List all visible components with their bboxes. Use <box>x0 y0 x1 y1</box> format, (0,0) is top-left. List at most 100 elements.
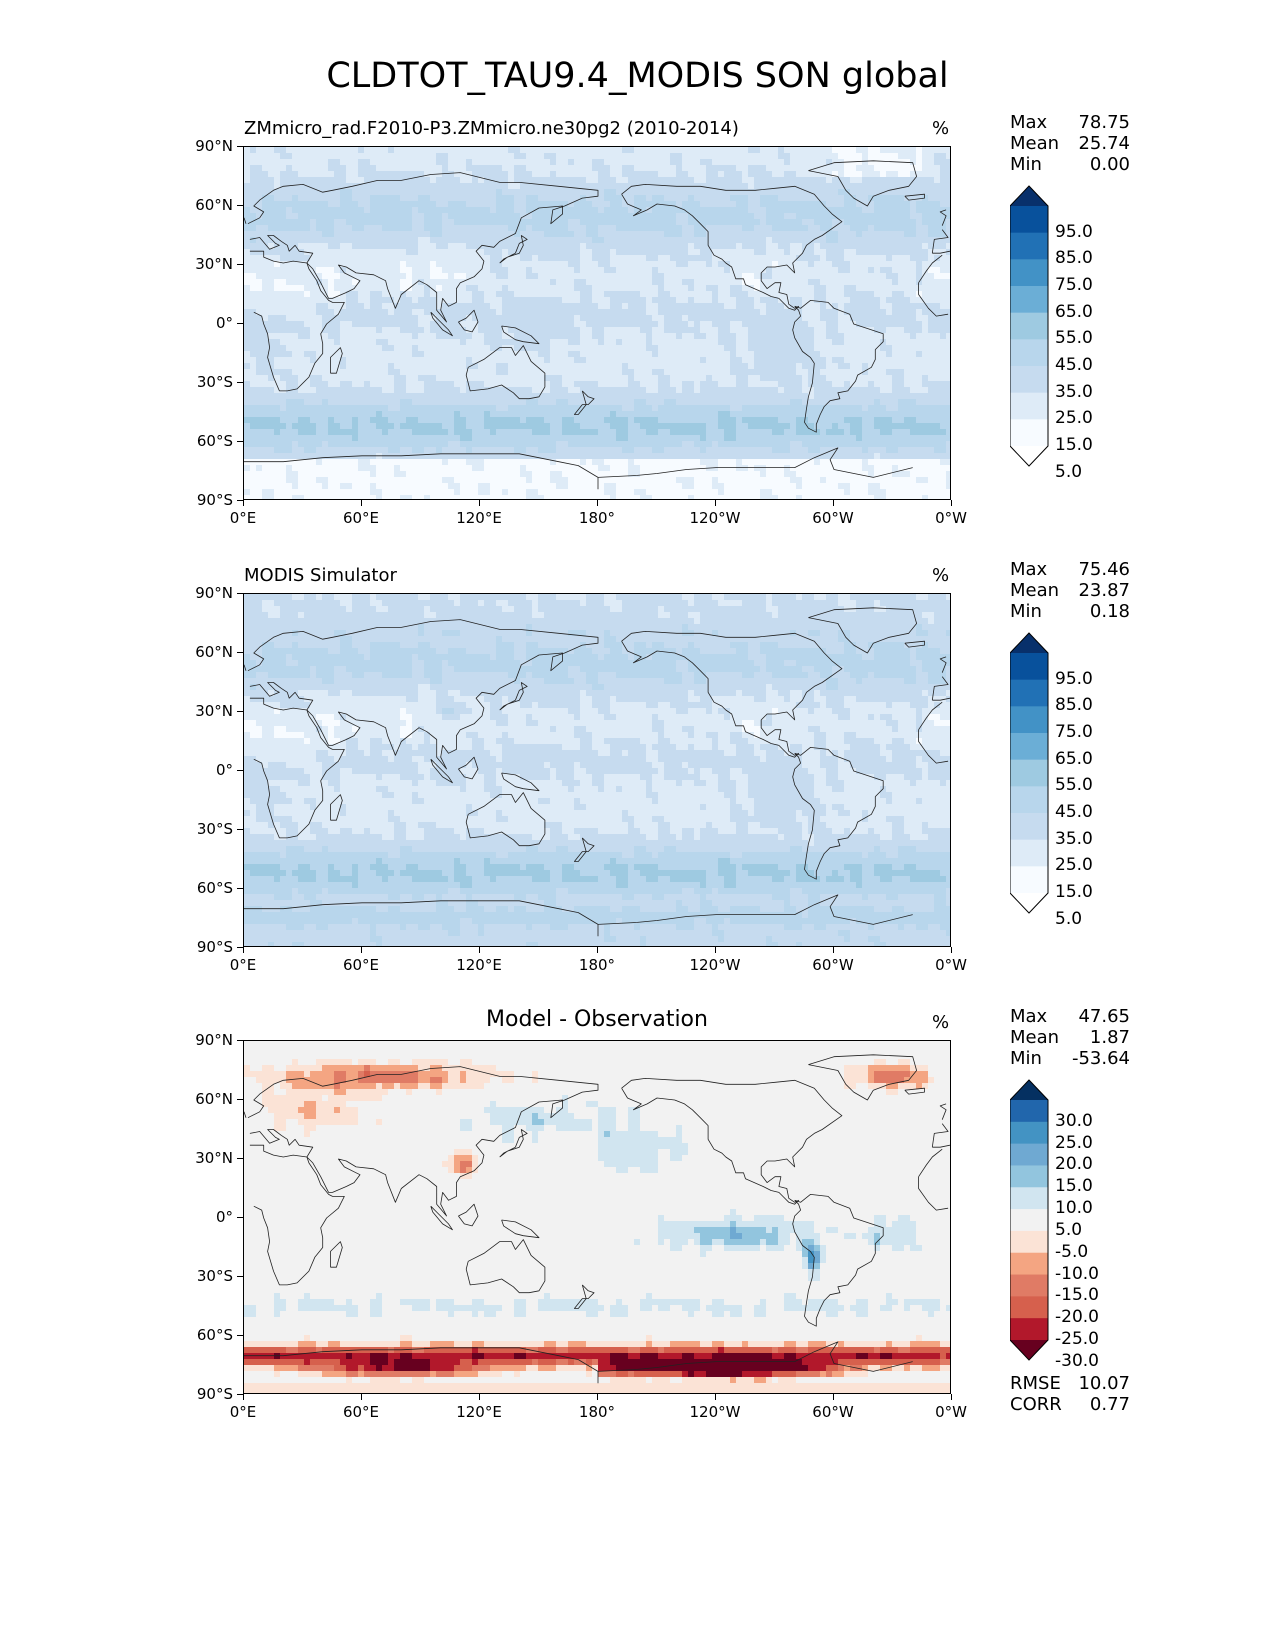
field-cell <box>370 153 377 160</box>
field-cell <box>346 333 353 340</box>
field-cell <box>322 213 329 220</box>
field-cell <box>712 249 719 256</box>
field-cell <box>706 177 713 184</box>
field-cell <box>820 243 827 250</box>
field-cell <box>448 303 455 310</box>
field-cell <box>670 177 677 184</box>
field-cell <box>430 231 437 238</box>
field-cell <box>688 291 695 298</box>
field-cell <box>556 249 563 256</box>
field-cell <box>538 315 545 322</box>
field-cell <box>532 177 539 184</box>
field-cell <box>772 351 779 358</box>
field-cell <box>388 249 395 256</box>
field-cell <box>736 309 743 316</box>
field-cell <box>322 279 329 286</box>
field-cell <box>808 333 815 340</box>
field-cell <box>694 369 701 376</box>
field-cell <box>814 285 821 292</box>
field-cell <box>466 225 473 232</box>
field-cell <box>760 225 767 232</box>
field-cell <box>748 309 755 316</box>
field-cell <box>820 207 827 214</box>
field-cell <box>454 207 461 214</box>
field-cell <box>754 321 761 328</box>
field-cell <box>826 237 833 244</box>
field-cell <box>304 309 311 316</box>
field-cell <box>244 273 251 280</box>
field-cell <box>376 321 383 328</box>
field-cell <box>592 237 599 244</box>
field-cell <box>244 345 251 352</box>
field-cell <box>934 207 941 214</box>
field-cell <box>712 279 719 286</box>
field-cell <box>700 165 707 172</box>
field-cell <box>340 261 347 268</box>
field-cell <box>868 321 875 328</box>
field-cell <box>358 195 365 202</box>
field-cell <box>748 315 755 322</box>
field-cell <box>514 279 521 286</box>
field-cell <box>910 327 917 334</box>
field-cell <box>250 381 257 388</box>
field-cell <box>448 219 455 226</box>
field-cell <box>286 345 293 352</box>
field-cell <box>838 237 845 244</box>
field-cell <box>244 303 251 310</box>
field-cell <box>538 213 545 220</box>
field-cell <box>886 333 893 340</box>
field-cell <box>400 291 407 298</box>
field-cell <box>316 159 323 166</box>
field-cell <box>442 279 449 286</box>
field-cell <box>820 321 827 328</box>
field-cell <box>304 279 311 286</box>
field-cell <box>898 333 905 340</box>
field-cell <box>418 225 425 232</box>
field-cell <box>514 147 521 154</box>
field-cell <box>358 375 365 382</box>
field-cell <box>598 213 605 220</box>
field-cell <box>730 309 737 316</box>
field-cell <box>430 213 437 220</box>
field-cell <box>898 255 905 262</box>
field-cell <box>760 333 767 340</box>
field-cell <box>892 333 899 340</box>
field-cell <box>550 171 557 178</box>
field-cell <box>712 273 719 280</box>
field-cell <box>568 261 575 268</box>
field-cell <box>346 219 353 226</box>
field-cell <box>880 249 887 256</box>
field-cell <box>730 261 737 268</box>
field-cell <box>538 363 545 370</box>
field-cell <box>766 375 773 382</box>
field-cell <box>748 381 755 388</box>
field-cell <box>268 309 275 316</box>
field-cell <box>688 363 695 370</box>
field-cell <box>394 363 401 370</box>
field-cell <box>280 387 287 394</box>
field-cell <box>448 231 455 238</box>
field-cell <box>760 381 767 388</box>
field-cell <box>412 381 419 388</box>
field-cell <box>682 237 689 244</box>
field-cell <box>484 321 491 328</box>
field-cell <box>670 327 677 334</box>
field-cell <box>760 375 767 382</box>
field-cell <box>370 195 377 202</box>
field-cell <box>364 327 371 334</box>
field-cell <box>322 231 329 238</box>
field-cell <box>358 273 365 280</box>
field-cell <box>484 375 491 382</box>
field-cell <box>586 261 593 268</box>
field-cell <box>886 231 893 238</box>
field-cell <box>604 189 611 196</box>
field-cell <box>886 201 893 208</box>
field-cell <box>706 249 713 256</box>
field-cell <box>850 297 857 304</box>
field-cell <box>496 243 503 250</box>
field-cell <box>604 231 611 238</box>
field-cell <box>778 291 785 298</box>
field-cell <box>592 153 599 160</box>
field-cell <box>256 393 263 400</box>
field-cell <box>634 177 641 184</box>
